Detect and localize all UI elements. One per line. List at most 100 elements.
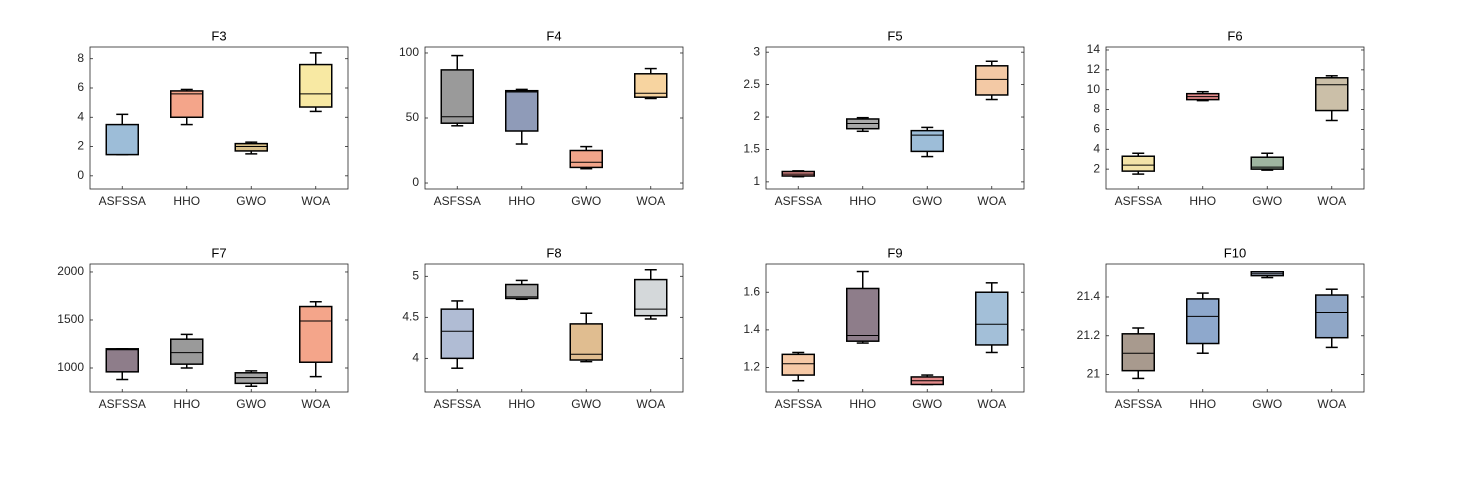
subplot-title: F10 (1224, 245, 1246, 260)
box (1121, 155, 1155, 172)
box (299, 63, 333, 108)
y-tick-label: 3 (753, 44, 760, 58)
x-tick-label: GWO (236, 194, 266, 208)
box (1250, 156, 1284, 170)
y-tick-label: 21.2 (1077, 328, 1101, 342)
x-tick-label: HHO (508, 194, 535, 208)
box (1315, 294, 1349, 339)
x-tick-label: HHO (1189, 194, 1216, 208)
box (170, 90, 204, 119)
box (1121, 333, 1155, 372)
x-tick-label: WOA (301, 194, 330, 208)
subplot: F6 2 4 6 8 10 12 14 ASFSSA HHO GWO WOA (1087, 28, 1365, 208)
x-tick-label: WOA (636, 397, 665, 411)
x-tick-label: WOA (301, 397, 330, 411)
subplot: F3 0 2 4 6 8 ASFSSA HHO GWO WOA (77, 28, 349, 208)
box (975, 65, 1009, 96)
x-tick-label: ASFSSA (99, 194, 146, 208)
box (105, 348, 139, 373)
x-tick-label: GWO (236, 397, 266, 411)
box (634, 73, 668, 98)
y-tick-label: 1.2 (743, 360, 760, 374)
x-tick-label: WOA (1317, 397, 1346, 411)
subplot-title: F7 (211, 245, 226, 260)
subplot-title: F6 (1227, 28, 1242, 43)
x-tick-label: WOA (977, 397, 1006, 411)
y-tick-label: 1.5 (743, 142, 760, 156)
box (505, 89, 539, 132)
box (170, 338, 204, 365)
y-tick-label: 0 (77, 168, 84, 182)
y-tick-label: 50 (406, 110, 420, 124)
box (634, 278, 668, 317)
subplot-title: F4 (546, 28, 561, 43)
x-tick-label: HHO (508, 397, 535, 411)
x-tick-label: HHO (849, 194, 876, 208)
x-tick-label: ASFSSA (434, 194, 481, 208)
x-tick-label: GWO (571, 397, 601, 411)
box (234, 142, 268, 152)
y-tick-label: 21 (1087, 367, 1101, 381)
x-tick-label: WOA (1317, 194, 1346, 208)
subplot: F10 21 21.2 21.4 ASFSSA HHO GWO WOA (1077, 245, 1365, 411)
x-tick-label: HHO (1189, 397, 1216, 411)
y-tick-label: 8 (77, 51, 84, 65)
box (1186, 298, 1220, 345)
y-tick-label: 4 (1093, 141, 1100, 155)
subplot-title: F5 (887, 28, 902, 43)
subplot-title: F8 (546, 245, 561, 260)
subplot: F7 1000 1500 2000 ASFSSA HHO GWO WOA (57, 245, 349, 411)
y-tick-label: 1500 (57, 312, 84, 326)
box (910, 129, 944, 153)
subplot-title: F3 (211, 28, 226, 43)
x-tick-label: WOA (977, 194, 1006, 208)
subplot: F4 0 50 100 ASFSSA HHO GWO WOA (399, 28, 684, 208)
box (846, 287, 880, 342)
x-tick-label: ASFSSA (434, 397, 481, 411)
y-tick-label: 2 (1093, 161, 1100, 175)
y-tick-label: 10 (1087, 82, 1101, 96)
x-tick-label: GWO (1252, 194, 1282, 208)
y-tick-label: 1 (753, 174, 760, 188)
y-tick-label: 2.5 (743, 77, 760, 91)
box (569, 149, 603, 169)
y-tick-label: 21.4 (1077, 289, 1101, 303)
x-tick-label: ASFSSA (775, 194, 822, 208)
y-tick-label: 6 (1093, 122, 1100, 136)
y-tick-label: 1.6 (743, 284, 760, 298)
y-tick-label: 2 (77, 139, 84, 153)
x-tick-label: GWO (1252, 397, 1282, 411)
x-tick-label: ASFSSA (1115, 194, 1162, 208)
box (781, 353, 815, 376)
x-tick-label: HHO (173, 397, 200, 411)
x-tick-label: ASFSSA (775, 397, 822, 411)
subplot-title: F9 (887, 245, 902, 260)
y-tick-label: 8 (1093, 102, 1100, 116)
box (299, 305, 333, 363)
x-tick-label: ASFSSA (99, 397, 146, 411)
x-tick-label: ASFSSA (1115, 397, 1162, 411)
x-tick-label: HHO (173, 194, 200, 208)
subplot: F9 1.2 1.4 1.6 ASFSSA HHO GWO WOA (743, 245, 1025, 411)
y-tick-label: 6 (77, 80, 84, 94)
y-tick-label: 4.5 (402, 310, 419, 324)
y-tick-label: 100 (399, 45, 419, 59)
y-tick-label: 4 (412, 351, 419, 365)
x-tick-label: GWO (912, 194, 942, 208)
x-tick-label: GWO (912, 397, 942, 411)
box (1315, 77, 1349, 112)
box (440, 308, 474, 360)
y-tick-label: 0 (412, 175, 419, 189)
y-tick-label: 1.4 (743, 322, 760, 336)
y-tick-label: 2 (753, 109, 760, 123)
y-tick-label: 2000 (57, 264, 84, 278)
subplot: F5 1 1.5 2 2.5 3 ASFSSA HHO GWO WOA (743, 28, 1025, 208)
box (440, 69, 474, 124)
y-tick-label: 4 (77, 109, 84, 123)
x-tick-label: HHO (849, 397, 876, 411)
y-tick-label: 14 (1087, 42, 1101, 56)
y-tick-label: 5 (412, 268, 419, 282)
box (105, 123, 139, 156)
x-tick-label: GWO (571, 194, 601, 208)
